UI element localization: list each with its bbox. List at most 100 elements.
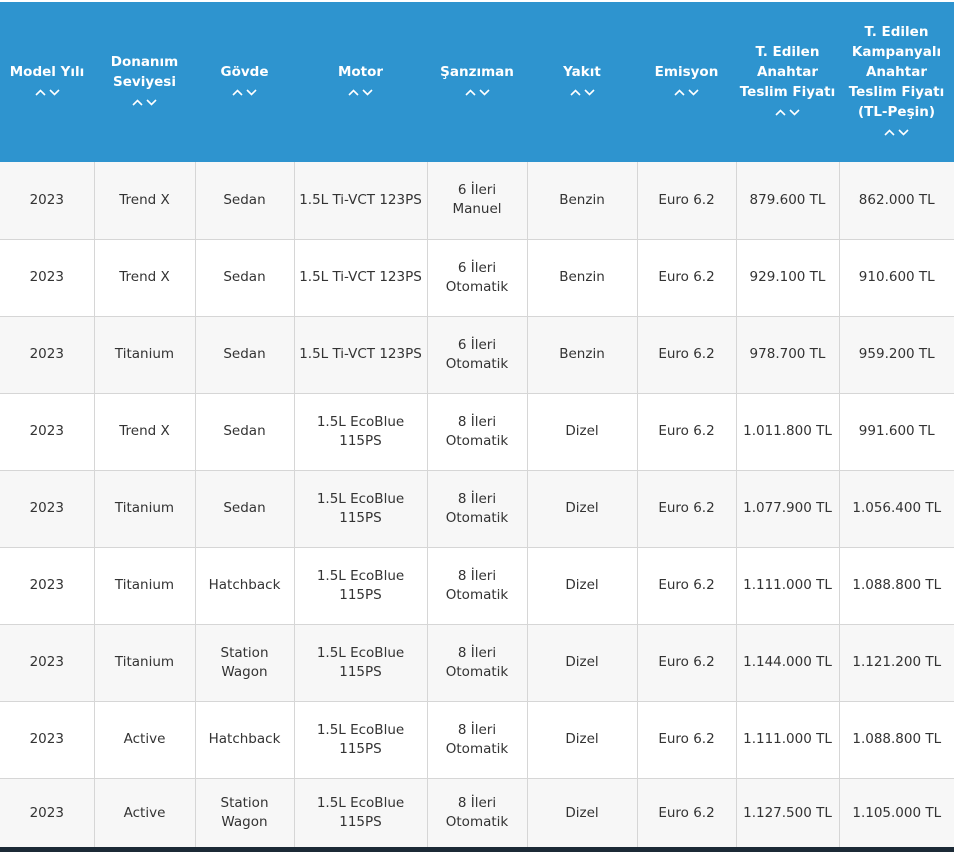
table-row: 2023 Titanium Sedan 1.5L Ti-VCT 123PS 6 İler…: [0, 316, 954, 394]
chevron-down-icon[interactable]: [478, 89, 490, 96]
column-header[interactable]: T. Edilen Kampanyalı Anahtar Teslim Fiya…: [839, 2, 954, 162]
table-cell: 1.105.000 TL: [839, 778, 954, 848]
chevron-down-icon[interactable]: [362, 89, 373, 96]
chevron-up-icon[interactable]: [775, 109, 786, 116]
table-cell: 8 İleri Otomatik: [427, 547, 528, 625]
chevron-up-icon[interactable]: [132, 99, 143, 106]
table-cell: Sedan: [195, 162, 295, 240]
table-cell: Dizel: [527, 547, 638, 625]
table-cell: Station Wagon: [195, 778, 295, 848]
chevron-down-icon[interactable]: [789, 109, 800, 116]
table-cell: 1.5L Ti-VCT 123PS: [294, 162, 428, 240]
table-cell: Titanium: [94, 624, 196, 702]
table-cell: 2023: [0, 239, 95, 317]
table-cell: 2023: [0, 393, 95, 471]
table-cell: 2023: [0, 778, 95, 848]
table-row: 2023 Trend X Sedan 1.5L Ti-VCT 123PS 6 İleri…: [0, 239, 954, 317]
table-cell: 1.144.000 TL: [736, 624, 840, 702]
column-header[interactable]: Motor: [294, 2, 427, 162]
sort-toggle[interactable]: [775, 109, 800, 116]
table-cell: 991.600 TL: [839, 393, 954, 471]
table-cell: Sedan: [195, 239, 295, 317]
column-header-label: T. Edilen Kampanyalı Anahtar Teslim Fiya…: [848, 24, 945, 120]
table-cell: 910.600 TL: [839, 239, 954, 317]
table-cell: 1.121.200 TL: [839, 624, 954, 702]
table-cell: 6 İleri Otomatik: [427, 316, 528, 394]
table-cell: 2023: [0, 701, 95, 779]
table-cell: 1.088.800 TL: [839, 701, 954, 779]
column-header[interactable]: T. Edilen Anahtar Teslim Fiyatı: [736, 2, 839, 162]
table-cell: 1.088.800 TL: [839, 547, 954, 625]
sort-toggle[interactable]: [132, 99, 157, 106]
column-header-label: Gövde: [220, 64, 269, 80]
table-cell: Benzin: [527, 239, 638, 317]
sort-toggle[interactable]: [232, 89, 257, 96]
chevron-up-icon[interactable]: [569, 89, 581, 96]
table-header-row: Model Yılı Donanım Seviyesi Gövde Motor Şanz…: [0, 2, 954, 162]
sort-toggle[interactable]: [884, 129, 909, 136]
table-cell: Hatchback: [195, 547, 295, 625]
chevron-down-icon[interactable]: [583, 89, 595, 96]
chevron-up-icon[interactable]: [232, 89, 243, 96]
column-header[interactable]: Yakıt: [527, 2, 637, 162]
table-row: 2023 Active Station Wagon 1.5L EcoBlue 115P…: [0, 778, 954, 848]
column-header-label: Donanım Seviyesi: [110, 54, 179, 90]
column-header[interactable]: Donanım Seviyesi: [94, 2, 195, 162]
table-cell: 1.5L EcoBlue 115PS: [294, 624, 428, 702]
sort-toggle[interactable]: [348, 89, 373, 96]
chevron-up-icon[interactable]: [464, 89, 476, 96]
table-cell: 929.100 TL: [736, 239, 840, 317]
table-cell: 978.700 TL: [736, 316, 840, 394]
chevron-up-icon[interactable]: [348, 89, 359, 96]
table-cell: 1.5L Ti-VCT 123PS: [294, 239, 428, 317]
table-cell: 1.077.900 TL: [736, 470, 840, 548]
column-header-label: Şanzıman: [440, 64, 514, 80]
column-header[interactable]: Gövde: [195, 2, 294, 162]
table-cell: 8 İleri Otomatik: [427, 470, 528, 548]
table-cell: 879.600 TL: [736, 162, 840, 240]
table-cell: Euro 6.2: [637, 239, 737, 317]
sort-toggle[interactable]: [674, 89, 699, 96]
table-cell: Trend X: [94, 239, 196, 317]
chevron-down-icon[interactable]: [246, 89, 257, 96]
table-cell: Benzin: [527, 162, 638, 240]
chevron-down-icon[interactable]: [688, 89, 699, 96]
table-cell: 1.111.000 TL: [736, 701, 840, 779]
table-cell: 1.5L EcoBlue 115PS: [294, 393, 428, 471]
table-cell: Euro 6.2: [637, 778, 737, 848]
table-cell: Trend X: [94, 162, 196, 240]
table-cell: Euro 6.2: [637, 162, 737, 240]
column-header[interactable]: Şanzıman: [427, 2, 527, 162]
bottom-bar: [0, 847, 954, 852]
chevron-up-icon[interactable]: [674, 89, 685, 96]
chevron-down-icon[interactable]: [146, 99, 157, 106]
table-cell: Dizel: [527, 393, 638, 471]
chevron-down-icon[interactable]: [48, 89, 60, 96]
table-cell: Euro 6.2: [637, 701, 737, 779]
table-cell: 8 İleri Otomatik: [427, 701, 528, 779]
table-cell: Benzin: [527, 316, 638, 394]
table-cell: 862.000 TL: [839, 162, 954, 240]
column-header-label: Motor: [337, 64, 384, 80]
table-row: 2023 Titanium Station Wagon 1.5L EcoBlue 11…: [0, 624, 954, 702]
table-cell: 2023: [0, 624, 95, 702]
table-cell: 6 İleri Manuel: [427, 162, 528, 240]
table-body: 2023 Trend X Sedan 1.5L Ti-VCT 123PS 6 İleri…: [0, 162, 954, 848]
column-header[interactable]: Model Yılı: [0, 2, 94, 162]
chevron-up-icon[interactable]: [34, 89, 46, 96]
column-header[interactable]: Emisyon: [637, 2, 736, 162]
sort-toggle[interactable]: [34, 89, 60, 96]
table-cell: Active: [94, 701, 196, 779]
table-cell: 1.5L EcoBlue 115PS: [294, 547, 428, 625]
top-border: [0, 0, 954, 2]
table-cell: 2023: [0, 316, 95, 394]
chevron-up-icon[interactable]: [884, 129, 895, 136]
chevron-down-icon[interactable]: [898, 129, 909, 136]
sort-toggle[interactable]: [569, 89, 595, 96]
sort-toggle[interactable]: [464, 89, 490, 96]
table-cell: 1.111.000 TL: [736, 547, 840, 625]
table-cell: Hatchback: [195, 701, 295, 779]
table-cell: 8 İleri Otomatik: [427, 393, 528, 471]
table-cell: Euro 6.2: [637, 547, 737, 625]
table-cell: 1.5L EcoBlue 115PS: [294, 701, 428, 779]
